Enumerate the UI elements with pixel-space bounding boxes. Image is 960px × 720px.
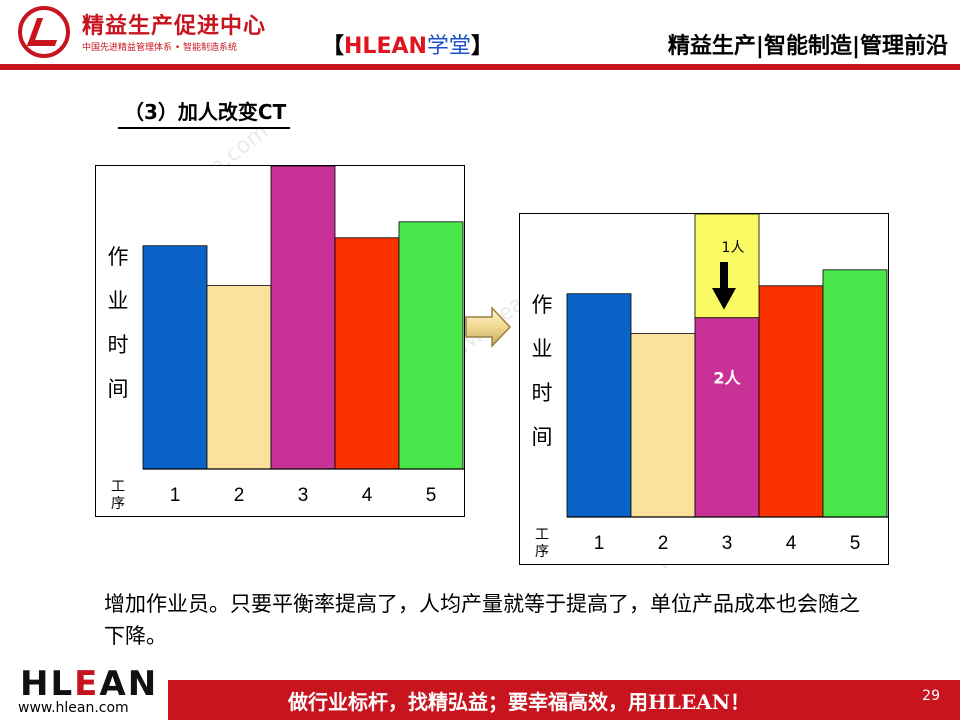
header-brand: 【HLEAN学堂】 [322,28,493,60]
chart-after-ylabel: 作 业 时 间 [527,283,557,459]
bar-2 [206,285,272,470]
footer-logo: HLEAN [20,664,158,704]
ylabel-char: 作 [531,293,553,317]
ylabel-char: 时 [107,333,129,357]
ylabel-char: 时 [531,381,553,405]
ylabel-char: 业 [531,337,553,361]
chart-before-xlabel: 工 序 [108,479,128,513]
bracket-left: 【 [322,34,345,59]
x-tick-label: 2 [234,485,245,506]
ylabel-char: 作 [107,245,129,269]
chart-before: 1 2 3 4 5 作 业 时 间 工 序 [95,165,465,517]
bar-data-label: 2人 [713,369,741,388]
down-arrow-icon [712,288,736,310]
xlabel-char: 序 [535,544,549,560]
xlabel-char: 工 [535,527,549,543]
header-divider [0,64,960,70]
xlabel-char: 工 [111,479,125,495]
ylabel-char: 业 [107,289,129,313]
x-tick-label: 3 [722,533,733,554]
logo-letter: H [20,664,51,704]
logo-subtitle: 中国先进精益管理体系 • 智能制造系统 [82,43,238,53]
header: 精益生产促进中心 中国先进精益管理体系 • 智能制造系统 【HLEAN学堂】 精… [0,0,960,70]
bar-3 [694,317,760,518]
chart-after-svg: 1 2 3 4 5 1人 2人 [519,213,889,565]
logo-title: 精益生产促进中心 [82,14,267,39]
arrow-right-icon [465,306,512,348]
x-tick-label: 5 [850,533,861,554]
footer-bar [168,680,960,720]
bar-3 [270,165,336,470]
chart-before-ylabel: 作 业 时 间 [103,235,133,411]
x-tick-label: 3 [298,485,309,506]
page-number: 29 [922,688,940,704]
bar-2 [630,333,696,518]
logo-icon [18,6,70,58]
footer-url[interactable]: www.hlean.com [18,700,129,716]
ylabel-char: 间 [107,377,129,401]
bracket-right: 】 [470,34,493,59]
x-tick-label: 4 [362,485,373,506]
chart-before-svg: 1 2 3 4 5 [95,165,465,517]
xlabel-char: 序 [111,496,125,512]
segment-label: 1人 [722,240,745,256]
bar-5 [398,221,464,470]
bar-5 [822,269,888,518]
logo-letter: AN [99,664,159,704]
chart-after: 1 2 3 4 5 1人 2人 作 业 时 间 工 序 [519,213,889,565]
brand-name: HLEAN [344,34,427,59]
chart-after-xlabel: 工 序 [532,527,552,561]
down-arrow-shaft [720,262,728,290]
x-tick-label: 5 [426,485,437,506]
x-tick-label: 1 [170,485,181,506]
slide-title: （3）加人改变CT [118,96,291,129]
footer-slogan: 做行业标杆，找精弘益；要幸福高效，用HLEAN！ [288,690,751,714]
bar-4 [758,285,824,518]
bar-1 [142,245,208,470]
x-tick-label: 4 [786,533,797,554]
x-tick-label: 2 [658,533,669,554]
bar-4 [334,237,400,470]
x-tick-label: 1 [594,533,605,554]
brand-school: 学堂 [426,34,471,59]
logo-letter: L [50,664,75,704]
logo-letter: E [74,664,100,704]
caption-text: 增加作业员。只要平衡率提高了，人均产量就等于提高了，单位产品成本也会随之下降。 [104,592,860,648]
bar-1 [566,293,632,518]
ylabel-char: 间 [531,425,553,449]
header-tagline: 精益生产|智能制造|管理前沿 [667,34,948,59]
